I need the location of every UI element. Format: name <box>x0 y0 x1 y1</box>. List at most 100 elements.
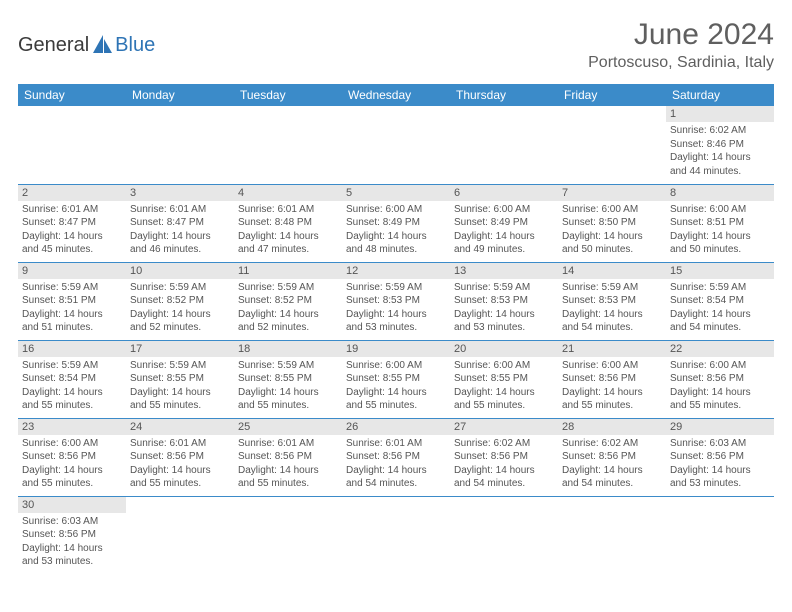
daylight-line: Daylight: 14 hours and 55 minutes. <box>238 464 338 491</box>
page-header: General Blue June 2024 Portoscuso, Sardi… <box>18 18 774 78</box>
calendar-cell: 15Sunrise: 5:59 AMSunset: 8:54 PMDayligh… <box>666 262 774 340</box>
daylight-line: Daylight: 14 hours and 52 minutes. <box>130 308 230 335</box>
day-number: 19 <box>342 341 450 357</box>
day-number: 20 <box>450 341 558 357</box>
daylight-line: Daylight: 14 hours and 48 minutes. <box>346 230 446 257</box>
day-number: 27 <box>450 419 558 435</box>
calendar-cell: 23Sunrise: 6:00 AMSunset: 8:56 PMDayligh… <box>18 418 126 496</box>
sunrise-line: Sunrise: 6:00 AM <box>454 359 554 373</box>
sunset-line: Sunset: 8:53 PM <box>454 294 554 308</box>
calendar-cell: 27 Sunrise: 6:02 AMSunset: 8:56 PMDayligh… <box>450 418 558 496</box>
calendar-cell: 18Sunrise: 5:59 AMSunset: 8:55 PMDayligh… <box>234 340 342 418</box>
daylight-line: Daylight: 14 hours and 54 minutes. <box>454 464 554 491</box>
sunrise-line: Sunrise: 6:01 AM <box>238 203 338 217</box>
sunrise-line: Sunrise: 6:02 AM <box>454 437 554 451</box>
day-number: 30 <box>18 497 126 513</box>
sunset-line: Sunset: 8:55 PM <box>238 372 338 386</box>
daylight-line: Daylight: 14 hours and 45 minutes. <box>22 230 122 257</box>
sunrise-line: Sunrise: 5:59 AM <box>562 281 662 295</box>
day-number: 7 <box>558 185 666 201</box>
sunset-line: Sunset: 8:47 PM <box>22 216 122 230</box>
day-number: 13 <box>450 263 558 279</box>
sunrise-line: Sunrise: 6:01 AM <box>130 203 230 217</box>
sunset-line: Sunset: 8:52 PM <box>130 294 230 308</box>
calendar-cell <box>126 106 234 184</box>
calendar-cell <box>234 496 342 574</box>
month-title: June 2024 <box>588 18 774 52</box>
day-detail: Sunrise: 6:01 AMSunset: 8:56 PMDaylight:… <box>342 435 450 491</box>
day-number: 10 <box>126 263 234 279</box>
daylight-line: Daylight: 14 hours and 53 minutes. <box>346 308 446 335</box>
calendar-cell: 12Sunrise: 5:59 AMSunset: 8:53 PMDayligh… <box>342 262 450 340</box>
calendar-cell: 10 Sunrise: 5:59 AMSunset: 8:52 PMDayligh… <box>126 262 234 340</box>
day-number: 8 <box>666 185 774 201</box>
sunrise-line: Sunrise: 6:00 AM <box>562 359 662 373</box>
sunset-line: Sunset: 8:56 PM <box>454 450 554 464</box>
day-number: 18 <box>234 341 342 357</box>
day-number: 11 <box>234 263 342 279</box>
sunset-line: Sunset: 8:53 PM <box>562 294 662 308</box>
day-detail: Sunrise: 6:02 AMSunset: 8:56 PMDaylight:… <box>558 435 666 491</box>
sunrise-line: Sunrise: 5:59 AM <box>22 281 122 295</box>
daylight-line: Daylight: 14 hours and 55 minutes. <box>454 386 554 413</box>
sunrise-line: Sunrise: 6:03 AM <box>22 515 122 529</box>
sunrise-line: Sunrise: 6:00 AM <box>454 203 554 217</box>
sunset-line: Sunset: 8:56 PM <box>22 528 122 542</box>
daylight-line: Daylight: 14 hours and 54 minutes. <box>562 308 662 335</box>
calendar-cell <box>342 106 450 184</box>
calendar-cell: 14Sunrise: 5:59 AMSunset: 8:53 PMDayligh… <box>558 262 666 340</box>
calendar-cell: 11Sunrise: 5:59 AMSunset: 8:52 PMDayligh… <box>234 262 342 340</box>
weekday-header: Friday <box>558 84 666 106</box>
day-detail: Sunrise: 6:00 AMSunset: 8:56 PMDaylight:… <box>18 435 126 491</box>
day-number: 15 <box>666 263 774 279</box>
calendar-cell: 13Sunrise: 5:59 AMSunset: 8:53 PMDayligh… <box>450 262 558 340</box>
sunset-line: Sunset: 8:50 PM <box>562 216 662 230</box>
daylight-line: Daylight: 14 hours and 52 minutes. <box>238 308 338 335</box>
day-detail: Sunrise: 6:01 AMSunset: 8:56 PMDaylight:… <box>126 435 234 491</box>
day-detail: Sunrise: 6:01 AMSunset: 8:47 PMDaylight:… <box>126 201 234 257</box>
sunset-line: Sunset: 8:56 PM <box>670 372 770 386</box>
sunset-line: Sunset: 8:56 PM <box>346 450 446 464</box>
sunset-line: Sunset: 8:56 PM <box>238 450 338 464</box>
day-detail: Sunrise: 5:59 AMSunset: 8:55 PMDaylight:… <box>234 357 342 413</box>
day-number: 12 <box>342 263 450 279</box>
calendar-cell <box>450 496 558 574</box>
sunrise-line: Sunrise: 6:02 AM <box>562 437 662 451</box>
sunset-line: Sunset: 8:53 PM <box>346 294 446 308</box>
day-detail: Sunrise: 6:00 AMSunset: 8:51 PMDaylight:… <box>666 201 774 257</box>
calendar-cell: 19Sunrise: 6:00 AMSunset: 8:55 PMDayligh… <box>342 340 450 418</box>
daylight-line: Daylight: 14 hours and 55 minutes. <box>130 464 230 491</box>
day-number: 24 <box>126 419 234 435</box>
day-detail: Sunrise: 5:59 AMSunset: 8:53 PMDaylight:… <box>558 279 666 335</box>
calendar-cell: 9Sunrise: 5:59 AMSunset: 8:51 PMDaylight… <box>18 262 126 340</box>
sunrise-line: Sunrise: 6:00 AM <box>346 203 446 217</box>
weekday-header: Thursday <box>450 84 558 106</box>
calendar-cell <box>342 496 450 574</box>
calendar-cell: 24Sunrise: 6:01 AMSunset: 8:56 PMDayligh… <box>126 418 234 496</box>
calendar-cell <box>18 106 126 184</box>
daylight-line: Daylight: 14 hours and 55 minutes. <box>130 386 230 413</box>
calendar-cell: 1Sunrise: 6:02 AMSunset: 8:46 PMDaylight… <box>666 106 774 184</box>
day-number: 9 <box>18 263 126 279</box>
sunset-line: Sunset: 8:56 PM <box>22 450 122 464</box>
day-number: 6 <box>450 185 558 201</box>
day-detail: Sunrise: 5:59 AMSunset: 8:52 PMDaylight:… <box>234 279 342 335</box>
day-number: 17 <box>126 341 234 357</box>
day-detail: Sunrise: 5:59 AMSunset: 8:53 PMDaylight:… <box>342 279 450 335</box>
weekday-header: Sunday <box>18 84 126 106</box>
calendar-cell: 4Sunrise: 6:01 AMSunset: 8:48 PMDaylight… <box>234 184 342 262</box>
brand-part2: Blue <box>115 34 155 57</box>
sunset-line: Sunset: 8:56 PM <box>670 450 770 464</box>
sunset-line: Sunset: 8:51 PM <box>22 294 122 308</box>
sunrise-line: Sunrise: 5:59 AM <box>670 281 770 295</box>
sunset-line: Sunset: 8:52 PM <box>238 294 338 308</box>
sunrise-line: Sunrise: 5:59 AM <box>130 359 230 373</box>
calendar-cell: 26Sunrise: 6:01 AMSunset: 8:56 PMDayligh… <box>342 418 450 496</box>
sunrise-line: Sunrise: 6:02 AM <box>670 124 770 138</box>
day-number: 14 <box>558 263 666 279</box>
daylight-line: Daylight: 14 hours and 46 minutes. <box>130 230 230 257</box>
calendar-cell: 6Sunrise: 6:00 AMSunset: 8:49 PMDaylight… <box>450 184 558 262</box>
calendar-cell <box>666 496 774 574</box>
sunrise-line: Sunrise: 5:59 AM <box>130 281 230 295</box>
day-detail: Sunrise: 6:02 AMSunset: 8:46 PMDaylight:… <box>666 122 774 178</box>
